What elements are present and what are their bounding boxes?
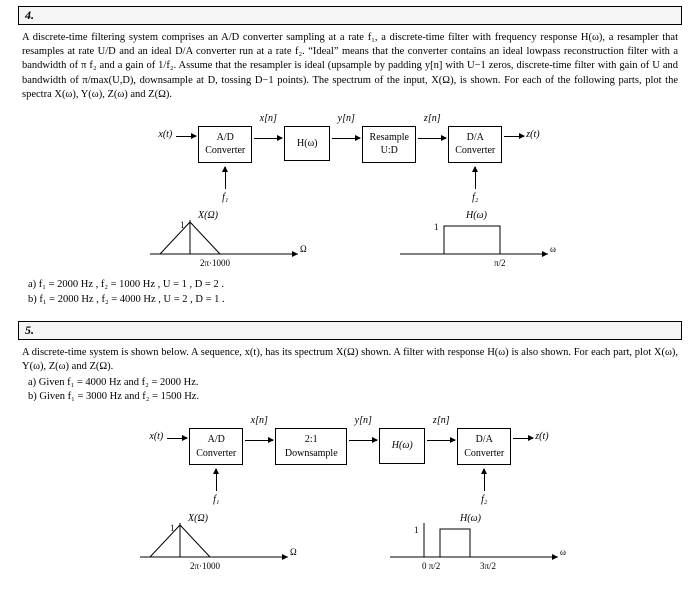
- p4-part-b: b) f₁ = 2000 Hz , f₂ = 4000 Hz , U = 2 ,…: [28, 293, 678, 307]
- p5-yn: y[n]: [355, 414, 372, 426]
- p4-out: z(t): [526, 112, 541, 142]
- p4-graph-xomega: X(Ω) 1 Ω 2π·1000: [140, 208, 310, 270]
- p5-part-b: b) Given f₁ = 3000 Hz and f₂ = 1500 Hz.: [28, 390, 678, 404]
- arrow-icon: [245, 440, 273, 441]
- p4-g1-xlabel: Ω: [300, 244, 307, 254]
- p4-parts: a) f₁ = 2000 Hz , f₂ = 1000 Hz , U = 1 ,…: [28, 278, 678, 306]
- problem-5-number: 5.: [25, 323, 34, 337]
- p4-h-box: H(ω): [284, 126, 330, 162]
- problem-5-text: A discrete-time system is shown below. A…: [22, 346, 678, 374]
- uparrow-icon: [484, 469, 485, 491]
- uparrow-icon: [225, 167, 226, 189]
- p5-g2-xtick2: 3π/2: [480, 561, 496, 571]
- p4-g1-label: X(Ω): [197, 210, 219, 221]
- arrow-icon: [176, 136, 196, 137]
- arrow-icon: [254, 138, 282, 139]
- p4-resample-box: Resample U:D: [362, 126, 416, 163]
- problem-4-body: A discrete-time filtering system compris…: [18, 29, 682, 321]
- p4-xn: x[n]: [260, 112, 277, 124]
- p5-zn: z[n]: [433, 414, 450, 426]
- arrow-icon: [167, 438, 187, 439]
- p5-src: x(t): [149, 414, 165, 444]
- p5-ad-box: A/D Converter: [189, 428, 243, 465]
- p5-g2-label: H(ω): [459, 513, 482, 524]
- problem-4-diagram: x(t) A/D Converter f₁ x[n] H(ω) y[n] Res…: [22, 112, 678, 205]
- p5-graph-h: H(ω) 1 ω 0 π/2 3π/2: [380, 511, 570, 573]
- p5-graphs: X(Ω) 1 Ω 2π·1000 H(ω) 1 ω 0 π/2 3π/2: [22, 511, 678, 573]
- p5-g2-peak: 1: [414, 525, 419, 535]
- p5-h-box: H(ω): [379, 428, 425, 464]
- p5-f2: f₂: [481, 493, 487, 507]
- uparrow-icon: [216, 469, 217, 491]
- arrow-icon: [504, 136, 524, 137]
- problem-5-header: 5.: [18, 321, 682, 340]
- p5-g1-label: X(Ω): [187, 513, 209, 524]
- problem-5-body: A discrete-time system is shown below. A…: [18, 344, 682, 587]
- p5-g2-xlabel: ω: [560, 547, 566, 557]
- p4-g2-xlabel: ω: [550, 244, 556, 254]
- p4-yn: y[n]: [338, 112, 355, 124]
- p4-f1: f₁: [222, 191, 228, 205]
- p5-f1: f₁: [213, 493, 219, 507]
- p5-down-box: 2:1 Downsample: [275, 428, 347, 465]
- p4-g2-label: H(ω): [465, 210, 488, 221]
- p5-xn: x[n]: [251, 414, 268, 426]
- p4-g1-xtick: 2π·1000: [200, 258, 231, 268]
- p4-g2-xtick: π/2: [494, 258, 506, 268]
- p4-zn: z[n]: [424, 112, 441, 124]
- p4-graphs: X(Ω) 1 Ω 2π·1000 H(ω) 1 ω π/2: [22, 208, 678, 270]
- uparrow-icon: [475, 167, 476, 189]
- p5-g2-xtick1: 0 π/2: [422, 561, 440, 571]
- p4-graph-h: H(ω) 1 ω π/2: [390, 208, 560, 270]
- p4-src: x(t): [158, 112, 174, 142]
- p5-part-a: a) Given f₁ = 4000 Hz and f₂ = 2000 Hz.: [28, 376, 678, 390]
- p4-da-box: D/A Converter: [448, 126, 502, 163]
- arrow-icon: [427, 440, 455, 441]
- arrow-icon: [418, 138, 446, 139]
- problem-4-text: A discrete-time filtering system compris…: [22, 31, 678, 102]
- p4-f2: f₂: [472, 191, 478, 205]
- p5-graph-xomega: X(Ω) 1 Ω 2π·1000: [130, 511, 300, 573]
- p4-part-a: a) f₁ = 2000 Hz , f₂ = 1000 Hz , U = 1 ,…: [28, 278, 678, 292]
- arrow-icon: [332, 138, 360, 139]
- p5-parts: a) Given f₁ = 4000 Hz and f₂ = 2000 Hz. …: [28, 376, 678, 404]
- arrow-icon: [349, 440, 377, 441]
- problem-5-diagram: x(t) A/D Converter f₁ x[n] 2:1 Downsampl…: [22, 414, 678, 507]
- p5-g1-xtick: 2π·1000: [190, 561, 221, 571]
- arrow-icon: [513, 438, 533, 439]
- p5-da-box: D/A Converter: [457, 428, 511, 465]
- p5-g1-xlabel: Ω: [290, 547, 297, 557]
- p5-out: z(t): [535, 414, 550, 444]
- p4-ad-box: A/D Converter: [198, 126, 252, 163]
- p4-g2-peak: 1: [434, 222, 439, 232]
- problem-4-number: 4.: [25, 8, 34, 22]
- problem-4-header: 4.: [18, 6, 682, 25]
